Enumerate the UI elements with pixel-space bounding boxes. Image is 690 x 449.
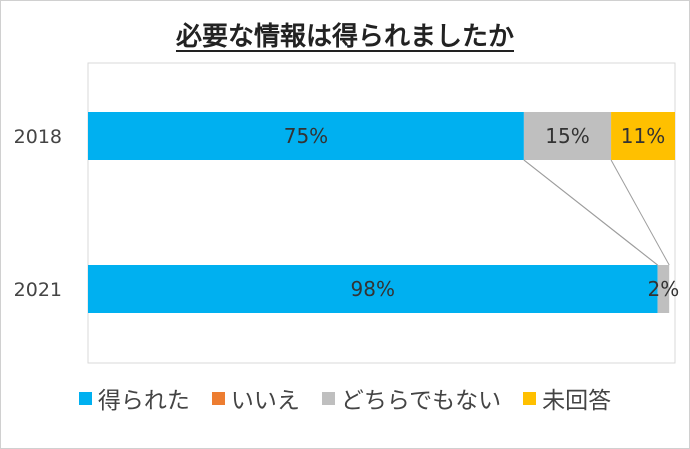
y-tick-label-0: 2018 bbox=[14, 126, 62, 148]
data-label-2-1: 2% bbox=[648, 277, 680, 301]
data-label-0-1: 98% bbox=[351, 277, 395, 301]
y-tick-label-1: 2021 bbox=[14, 279, 62, 301]
bar-0-1 bbox=[88, 265, 658, 313]
legend: 得られた いいえ どちらでもない 未回答 bbox=[0, 381, 690, 415]
legend-swatch-0 bbox=[78, 391, 92, 405]
legend-label-2: どちらでもない bbox=[340, 388, 502, 414]
data-label-2-0: 15% bbox=[545, 124, 589, 148]
bar-2-0 bbox=[523, 112, 612, 160]
legend-swatch-3 bbox=[523, 391, 537, 405]
data-label-3-0: 11% bbox=[621, 124, 665, 148]
data-label-0-0: 75% bbox=[284, 124, 328, 148]
legend-item-0: 得られた bbox=[78, 381, 190, 415]
plot-border bbox=[87, 62, 676, 364]
chart-title: 必要な情報は得られましたか bbox=[175, 22, 514, 52]
bar-3-0 bbox=[611, 112, 675, 160]
legend-label-0: 得られた bbox=[97, 388, 190, 414]
series-line-1 bbox=[523, 159, 658, 266]
legend-item-2: どちらでもない bbox=[321, 381, 502, 415]
series-line-2 bbox=[610, 159, 670, 266]
bar-2-1 bbox=[657, 265, 670, 313]
bar-0-0 bbox=[88, 112, 524, 160]
legend-item-3: 未回答 bbox=[523, 381, 611, 415]
legend-swatch-1 bbox=[211, 391, 225, 405]
legend-item-1: いいえ bbox=[211, 381, 300, 415]
legend-swatch-2 bbox=[321, 391, 335, 405]
legend-label-1: いいえ bbox=[230, 388, 300, 414]
legend-label-3: 未回答 bbox=[542, 388, 612, 414]
